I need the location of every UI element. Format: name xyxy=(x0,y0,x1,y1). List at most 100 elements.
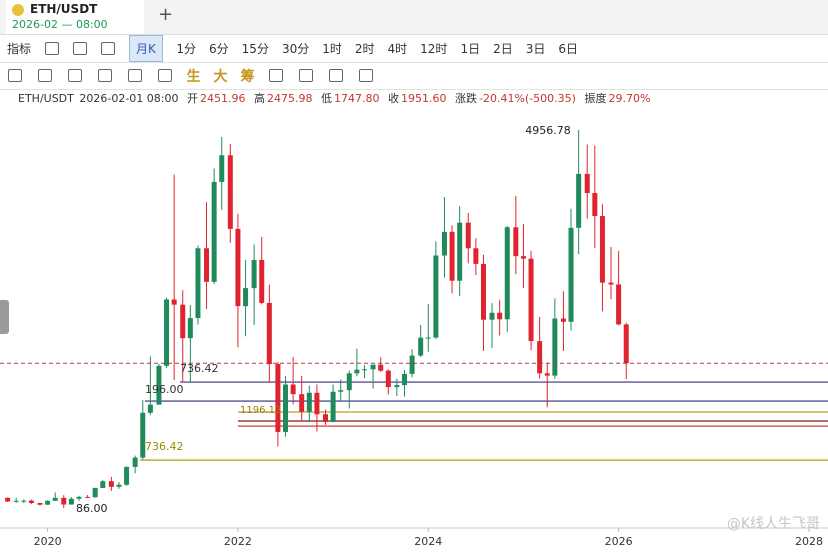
candle-body xyxy=(592,193,598,217)
candle-body xyxy=(441,231,447,256)
candle-body xyxy=(497,312,503,320)
candle-body xyxy=(219,155,225,182)
candle-body xyxy=(489,312,495,320)
tool-icon[interactable] xyxy=(8,69,22,82)
price-annotation: 736.42 xyxy=(145,440,184,453)
tool-icon[interactable] xyxy=(98,69,112,82)
price-annotation: 736.42 xyxy=(180,362,219,375)
tool-icon[interactable] xyxy=(38,69,52,82)
info-label: 开 xyxy=(187,92,198,105)
interval-button[interactable]: 1时 xyxy=(322,42,342,56)
tool-icon[interactable] xyxy=(329,69,343,82)
candle-body xyxy=(457,222,463,281)
tool-icon[interactable] xyxy=(359,69,373,82)
interval-button[interactable]: 2时 xyxy=(354,42,375,56)
candle-body xyxy=(576,173,582,228)
interval-button[interactable]: 1日 xyxy=(460,42,481,56)
info-symbol: ETH/USDT xyxy=(18,92,74,105)
candle-body xyxy=(599,216,605,283)
interval-button[interactable]: 30分 xyxy=(281,42,310,56)
info-label: 收 xyxy=(388,92,399,105)
candle-body xyxy=(235,228,241,307)
candle-body xyxy=(251,259,257,289)
candle-body xyxy=(61,497,67,505)
interval-button[interactable]: 6日 xyxy=(558,42,578,56)
candle-body xyxy=(68,498,74,505)
candle-body xyxy=(362,369,368,371)
tool-button[interactable]: 大 xyxy=(213,68,228,85)
candle-body xyxy=(180,304,186,339)
indicator-button[interactable]: 指标 xyxy=(7,42,32,56)
candle-body xyxy=(116,484,122,487)
x-tick-label: 2022 xyxy=(224,535,252,548)
tool-icon[interactable] xyxy=(101,42,116,55)
tab-time: 2026-02 — 08:00 xyxy=(12,18,108,31)
info-label: 涨跌 xyxy=(455,92,477,105)
candle-body xyxy=(401,373,407,386)
candle-body xyxy=(13,500,19,502)
candle-body xyxy=(124,466,130,485)
tool-icon[interactable] xyxy=(68,69,82,82)
candle-body xyxy=(480,263,486,320)
candle-body xyxy=(164,299,170,366)
price-annotation: 196.00 xyxy=(145,383,184,396)
interval-button[interactable]: 12时 xyxy=(420,42,448,56)
info-label: 高 xyxy=(254,92,265,105)
candle-body xyxy=(187,318,193,339)
drawing-toolbar: 生大筹 xyxy=(0,62,828,90)
interval-button[interactable]: 15分 xyxy=(241,42,269,56)
tool-button[interactable]: 生 xyxy=(186,68,201,85)
candle-body xyxy=(433,255,439,338)
candle-body xyxy=(266,302,272,365)
interval-button[interactable]: 6分 xyxy=(209,42,229,56)
candle-body xyxy=(560,318,566,322)
candle-body xyxy=(330,391,336,422)
candle-body xyxy=(259,259,265,303)
candle-body xyxy=(156,365,162,405)
period-button[interactable]: 月K xyxy=(129,35,163,62)
candle-body xyxy=(465,222,471,249)
tool-button[interactable]: 筹 xyxy=(240,68,255,85)
tool-icon[interactable] xyxy=(299,69,313,82)
candle-body xyxy=(28,500,34,504)
candle-body xyxy=(544,373,550,376)
candle-body xyxy=(623,324,629,364)
side-handle[interactable] xyxy=(0,300,9,334)
candle-body xyxy=(354,369,360,374)
tool-icon[interactable] xyxy=(269,69,283,82)
candle-body xyxy=(504,227,510,320)
candle-body xyxy=(616,284,622,325)
tool-icon[interactable] xyxy=(73,42,88,55)
tool-icon[interactable] xyxy=(45,42,60,55)
interval-button[interactable]: 2日 xyxy=(493,42,513,56)
candle-body xyxy=(378,364,384,371)
candle-body xyxy=(394,385,400,388)
add-tab[interactable]: + xyxy=(158,4,174,25)
candle-body xyxy=(425,337,431,339)
tool-icon[interactable] xyxy=(158,69,172,82)
candle-body xyxy=(513,227,519,257)
interval-button[interactable]: 4时 xyxy=(387,42,408,56)
info-value: 1747.80 xyxy=(334,92,380,105)
symbol-tab[interactable]: ETH/USDT 2026-02 — 08:00 xyxy=(6,0,144,34)
candle-body xyxy=(322,414,328,422)
tool-icon[interactable] xyxy=(128,69,142,82)
interval-button[interactable]: 3日 xyxy=(525,42,546,56)
interval-button[interactable]: 1分 xyxy=(176,42,197,56)
candle-body xyxy=(283,384,289,432)
interval-list: 1分 6分 15分 30分 1时 2时 4时 12时 1日 2日 3日 6日 xyxy=(170,40,585,57)
candle-body xyxy=(290,384,296,395)
watermark: @K线人生飞哥 xyxy=(727,516,820,532)
info-label: 振度 xyxy=(584,92,607,105)
info-value: 2475.98 xyxy=(267,92,313,105)
candle-body xyxy=(537,341,543,374)
candle-body xyxy=(473,248,479,264)
candle-body xyxy=(314,392,320,415)
candle-body xyxy=(140,412,146,458)
candle-body xyxy=(195,248,201,319)
info-label: 低 xyxy=(321,92,332,105)
candle-body xyxy=(5,497,11,502)
candle-body xyxy=(52,497,58,501)
price-annotation: 1196.13 xyxy=(240,405,281,416)
x-tick-label: 2024 xyxy=(414,535,442,548)
